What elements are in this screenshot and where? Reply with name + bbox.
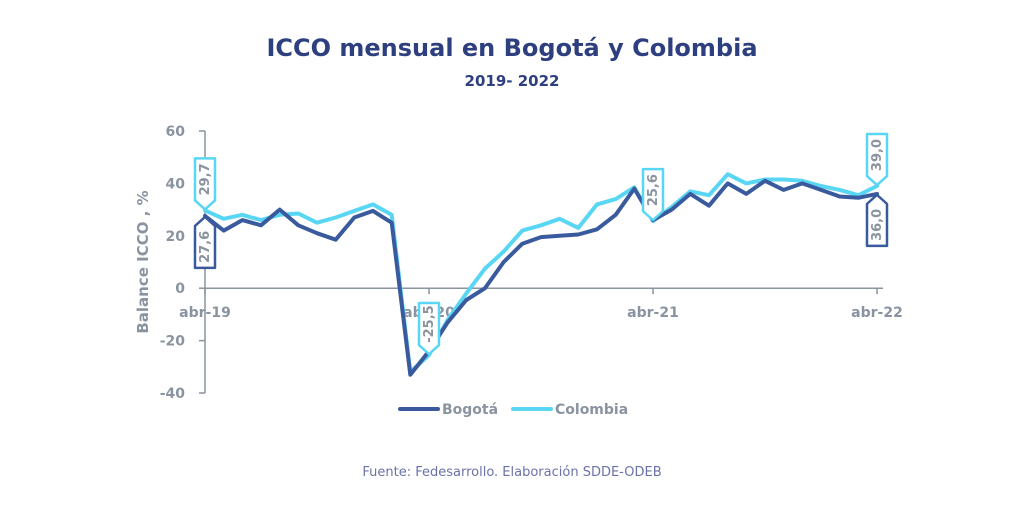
callout-box bbox=[417, 301, 441, 356]
y-axis-label: Balance ICCO , % bbox=[134, 190, 152, 333]
series-line-bogota bbox=[203, 178, 879, 377]
y-tick-label: -20 bbox=[160, 334, 186, 350]
value-callout: 27,6 bbox=[193, 215, 217, 270]
legend-label: Colombia bbox=[555, 402, 628, 418]
callout-label: 25,6 bbox=[646, 174, 661, 206]
chart-title: ICCO mensual en Bogotá y Colombia bbox=[266, 34, 758, 62]
x-tick-label: abr-21 bbox=[627, 305, 679, 321]
callout-box bbox=[641, 167, 665, 222]
value-callout: 29,7 bbox=[193, 157, 217, 211]
source-note: Fuente: Fedesarrollo. Elaboración SDDE-O… bbox=[362, 465, 662, 480]
value-callout: -25,5 bbox=[417, 301, 441, 356]
chart-series bbox=[203, 172, 879, 377]
value-callout: 39,0 bbox=[865, 132, 889, 187]
series-line-colombia bbox=[203, 172, 879, 374]
legend-label: Bogotá bbox=[442, 402, 498, 418]
y-tick-label: 40 bbox=[166, 176, 186, 192]
chart-subtitle: 2019- 2022 bbox=[464, 72, 560, 90]
y-tick-label: 0 bbox=[175, 281, 185, 297]
chart-callouts: 29,7 27,6 -25,5 25,6 39,0 36,0 bbox=[193, 132, 889, 356]
y-tick-label: 60 bbox=[166, 124, 186, 140]
value-callout: 36,0 bbox=[865, 193, 889, 248]
y-tick-label: 20 bbox=[166, 229, 186, 245]
chart-legend: Bogotá Colombia bbox=[398, 402, 628, 418]
callout-label: 39,0 bbox=[870, 139, 885, 171]
x-tick-label: abr-22 bbox=[851, 305, 903, 321]
callout-label: 36,0 bbox=[870, 209, 885, 241]
chart-axes: 6040200-20-40abr-19abr-20abr-21abr-22Bal… bbox=[134, 124, 903, 402]
callout-label: 29,7 bbox=[198, 163, 213, 195]
callout-box bbox=[865, 132, 889, 187]
callout-box bbox=[865, 193, 889, 248]
callout-label: -25,5 bbox=[422, 305, 437, 342]
value-callout: 25,6 bbox=[641, 167, 665, 222]
callout-box bbox=[193, 157, 217, 211]
callout-label: 27,6 bbox=[198, 231, 213, 263]
y-tick-label: -40 bbox=[160, 386, 186, 402]
callout-box bbox=[193, 215, 217, 270]
x-tick-label: abr-19 bbox=[179, 305, 231, 321]
